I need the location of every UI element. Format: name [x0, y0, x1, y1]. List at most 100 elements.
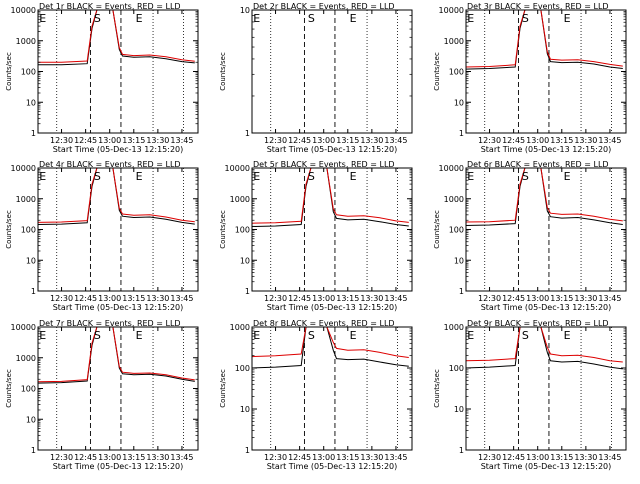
y-tick-label: 1000 — [444, 195, 464, 204]
marker-label: E — [253, 12, 260, 25]
x-tick-label: 13:45 — [598, 294, 621, 303]
y-tick-label: 10000 — [225, 164, 250, 173]
x-tick-label: 13:30 — [360, 294, 383, 303]
plot-frame — [251, 9, 413, 134]
y-tick-label: 10000 — [11, 323, 36, 332]
marker-label: E — [253, 329, 260, 342]
marker-label: S — [308, 170, 315, 183]
y-tick-label: 1000 — [444, 323, 464, 332]
x-tick-label: 12:30 — [50, 453, 73, 462]
x-tick-label: 12:30 — [478, 294, 501, 303]
x-tick-label: 13:30 — [574, 294, 597, 303]
marker-label: S — [522, 12, 529, 25]
panel-title: Det 6r BLACK = Events, RED = LLD — [467, 160, 609, 169]
panel-title: Det 1r BLACK = Events, RED = LLD — [39, 2, 181, 11]
marker-label: S — [94, 12, 101, 25]
marker-label: E — [253, 170, 260, 183]
x-tick-label: 13:30 — [146, 136, 169, 145]
plot-frame — [251, 326, 413, 451]
panel-title: Det 8r BLACK = Events, RED = LLD — [253, 319, 395, 328]
lld-series-line — [37, 167, 195, 223]
x-axis-title: Start Time (05-Dec-13 12:15:20) — [481, 145, 612, 154]
x-tick-label: 13:00 — [312, 136, 335, 145]
panel-title: Det 7r BLACK = Events, RED = LLD — [39, 319, 181, 328]
x-tick-label: 13:00 — [98, 294, 121, 303]
panel-title: Det 5r BLACK = Events, RED = LLD — [253, 160, 395, 169]
events-series-line — [251, 326, 409, 369]
x-tick-label: 13:15 — [122, 136, 145, 145]
lld-series-line — [37, 9, 195, 63]
marker-label: E — [136, 12, 143, 25]
y-tick-label: 1000 — [16, 195, 36, 204]
y-tick-label: 1000 — [16, 37, 36, 46]
x-tick-label: 13:45 — [170, 453, 193, 462]
y-tick-label: 100 — [235, 364, 250, 373]
y-tick-label: 100 — [21, 385, 36, 394]
y-tick-label: 1 — [459, 287, 464, 296]
y-axis-title: Counts/sec — [5, 210, 13, 249]
lld-series-line — [465, 167, 623, 223]
y-tick-label: 100 — [21, 226, 36, 235]
y-tick-label: 10000 — [11, 164, 36, 173]
plot-frame — [251, 167, 413, 292]
x-tick-label: 13:00 — [98, 453, 121, 462]
x-tick-label: 13:45 — [598, 136, 621, 145]
x-axis-title: Start Time (05-Dec-13 12:15:20) — [53, 145, 184, 154]
y-tick-label: 100 — [235, 226, 250, 235]
x-tick-label: 13:00 — [526, 294, 549, 303]
marker-label: E — [350, 170, 357, 183]
x-tick-label: 12:30 — [264, 294, 287, 303]
lld-series-line — [37, 326, 195, 383]
lld-series-line — [465, 326, 623, 363]
events-series-line — [465, 326, 623, 370]
x-tick-label: 13:45 — [384, 136, 407, 145]
marker-label: S — [308, 12, 315, 25]
y-tick-label: 1 — [31, 129, 36, 138]
marker-label: E — [136, 170, 143, 183]
x-tick-label: 13:45 — [170, 136, 193, 145]
y-tick-label: 1000 — [230, 195, 250, 204]
x-tick-label: 13:30 — [360, 453, 383, 462]
plot-frame — [465, 9, 627, 134]
x-tick-label: 12:30 — [50, 136, 73, 145]
y-tick-label: 1 — [459, 129, 464, 138]
x-tick-label: 12:45 — [74, 453, 97, 462]
y-tick-label: 1 — [245, 446, 250, 455]
marker-label: E — [136, 329, 143, 342]
y-tick-label: 10 — [26, 415, 36, 424]
y-axis-title: Counts/sec — [5, 52, 13, 91]
x-tick-label: 13:15 — [336, 294, 359, 303]
x-tick-label: 13:00 — [526, 453, 549, 462]
x-tick-label: 12:45 — [502, 453, 525, 462]
marker-label: S — [94, 170, 101, 183]
x-tick-label: 13:30 — [146, 294, 169, 303]
events-series-line — [37, 9, 195, 66]
x-tick-label: 12:45 — [74, 136, 97, 145]
x-tick-label: 13:30 — [360, 136, 383, 145]
y-tick-label: 1000 — [230, 323, 250, 332]
y-tick-label: 1000 — [16, 354, 36, 363]
panel-title: Det 4r BLACK = Events, RED = LLD — [39, 160, 181, 169]
x-axis-title: Start Time (05-Dec-13 12:15:20) — [267, 145, 398, 154]
x-tick-label: 12:30 — [478, 453, 501, 462]
events-series-line — [465, 9, 623, 70]
y-tick-label: 10 — [240, 256, 250, 265]
x-tick-label: 13:00 — [312, 453, 335, 462]
x-tick-label: 12:45 — [288, 294, 311, 303]
lld-series-line — [251, 326, 409, 358]
x-tick-label: 12:45 — [288, 136, 311, 145]
x-tick-label: 13:45 — [598, 453, 621, 462]
plot-frame — [37, 9, 199, 134]
x-axis-title: Start Time (05-Dec-13 12:15:20) — [53, 303, 184, 312]
y-tick-label: 1 — [459, 446, 464, 455]
marker-label: S — [522, 329, 529, 342]
x-tick-label: 12:30 — [264, 453, 287, 462]
